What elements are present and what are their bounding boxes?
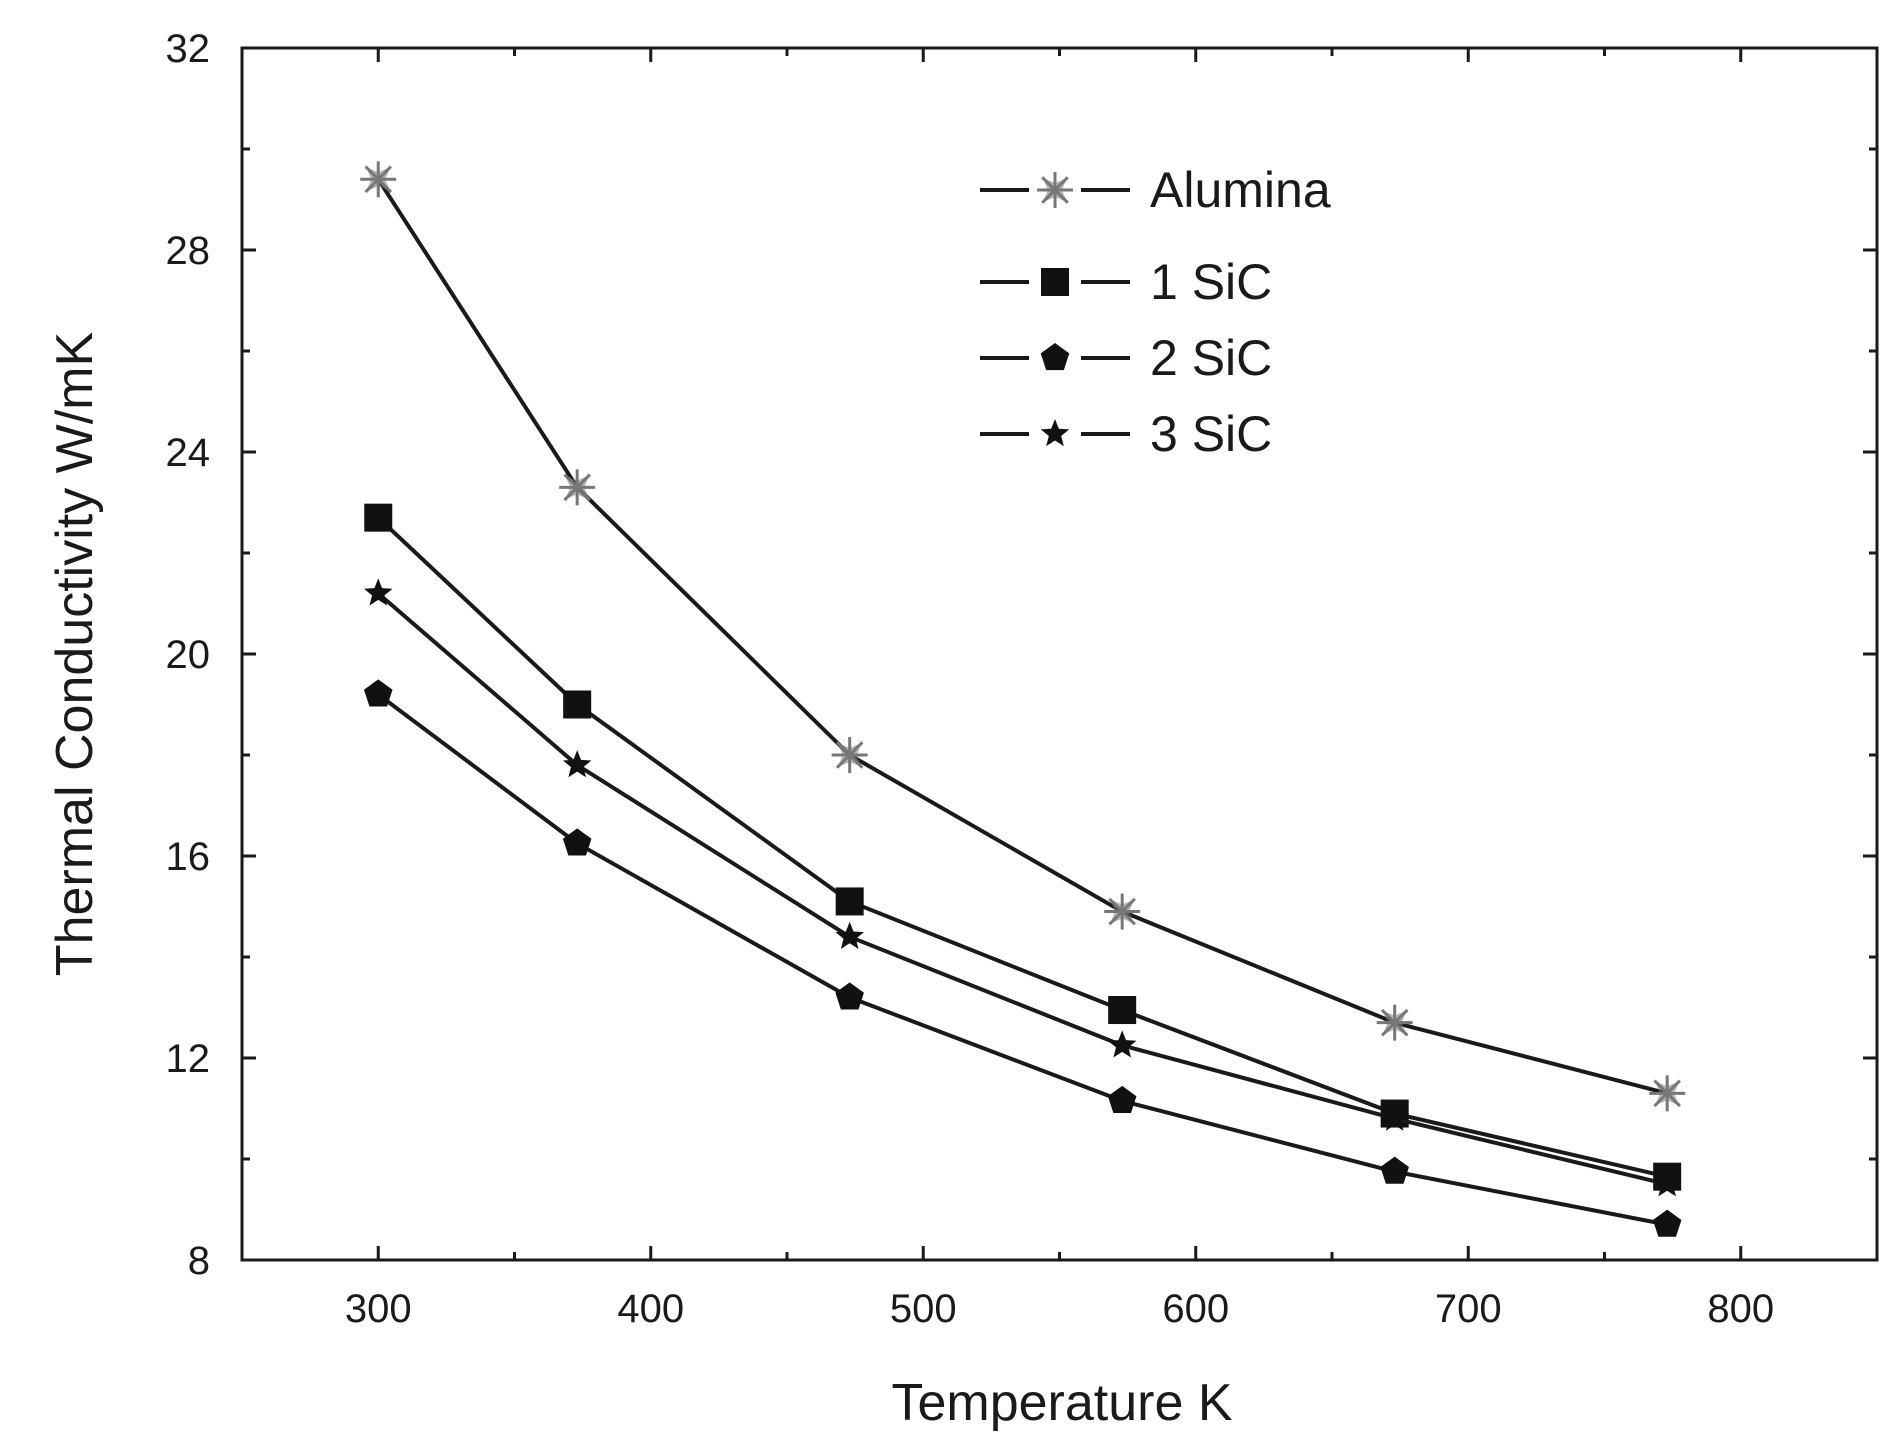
- series-line-alumina: [376, 178, 1668, 1096]
- y-tick-label: 16: [166, 835, 211, 879]
- x-tick-label: 700: [1435, 1287, 1502, 1331]
- legend-marker: [1037, 172, 1073, 208]
- y-tick-label: 32: [166, 27, 211, 71]
- y-tick-label: 24: [166, 431, 211, 475]
- data-point-3-sic: [1380, 1103, 1409, 1131]
- legend-marker: [1041, 268, 1069, 296]
- data-point-2-sic: [1652, 1209, 1682, 1237]
- data-point-1-sic: [1108, 996, 1137, 1025]
- marker-spoke: [1108, 897, 1136, 926]
- legend-label: Alumina: [1150, 162, 1331, 218]
- data-point-3-sic: [1107, 1030, 1137, 1058]
- data-point-2-sic: [1107, 1085, 1137, 1114]
- y-axis-title: Thermal Conductivity W/mK: [46, 332, 104, 977]
- data-point-alumina: [360, 161, 397, 198]
- legend-marker: [1040, 419, 1070, 447]
- data-point-1-sic: [835, 887, 864, 916]
- y-tick-label: 20: [166, 633, 211, 677]
- y-tick-label: 8: [188, 1239, 210, 1283]
- marker-spoke: [1041, 176, 1069, 204]
- data-point-alumina: [1649, 1075, 1686, 1112]
- series-layer: [360, 161, 1686, 1237]
- data-point-alumina: [1376, 1004, 1413, 1041]
- series-line-2-sic: [377, 692, 1668, 1227]
- x-tick-label: 400: [617, 1287, 684, 1331]
- data-point-3-sic: [363, 578, 393, 606]
- x-tick-label: 500: [890, 1287, 957, 1331]
- legend-label: 1 SiC: [1150, 254, 1272, 310]
- legend: Alumina 1 SiC 2 SiC 3 SiC: [980, 162, 1331, 462]
- x-tick-label: 600: [1162, 1287, 1229, 1331]
- series-line-3-sic: [376, 591, 1668, 1187]
- data-point-3-sic: [1652, 1169, 1682, 1197]
- x-tick-label: 300: [345, 1287, 412, 1331]
- data-point-3-sic: [835, 921, 864, 949]
- data-point-2-sic: [835, 982, 864, 1010]
- ticks-layer: 300 400 500 600 700 800 8 12 16 20 24 28 32: [166, 27, 1879, 1331]
- data-point-alumina: [1104, 893, 1141, 930]
- marker-spoke: [364, 165, 393, 194]
- y-tick-label: 28: [166, 229, 211, 273]
- y-tick-label: 12: [166, 1037, 211, 1081]
- legend-label: 2 SiC: [1150, 330, 1272, 386]
- marker-spoke: [563, 473, 591, 502]
- data-point-1-sic: [364, 503, 393, 532]
- marker-spoke: [1380, 1008, 1409, 1037]
- x-axis-title: Temperature K: [891, 1374, 1232, 1432]
- data-point-1-sic: [563, 690, 592, 719]
- data-point-2-sic: [363, 679, 393, 707]
- data-point-2-sic: [1380, 1156, 1409, 1184]
- data-point-alumina: [559, 469, 596, 506]
- data-point-2-sic: [562, 828, 592, 856]
- legend-marker: [1040, 343, 1070, 371]
- marker-spoke: [1653, 1079, 1681, 1108]
- legend-label: 3 SiC: [1150, 406, 1272, 462]
- data-point-alumina: [831, 737, 868, 773]
- x-tick-label: 800: [1707, 1287, 1774, 1331]
- series-line-1-sic: [376, 516, 1668, 1179]
- marker-spoke: [835, 741, 864, 769]
- data-point-3-sic: [562, 750, 592, 778]
